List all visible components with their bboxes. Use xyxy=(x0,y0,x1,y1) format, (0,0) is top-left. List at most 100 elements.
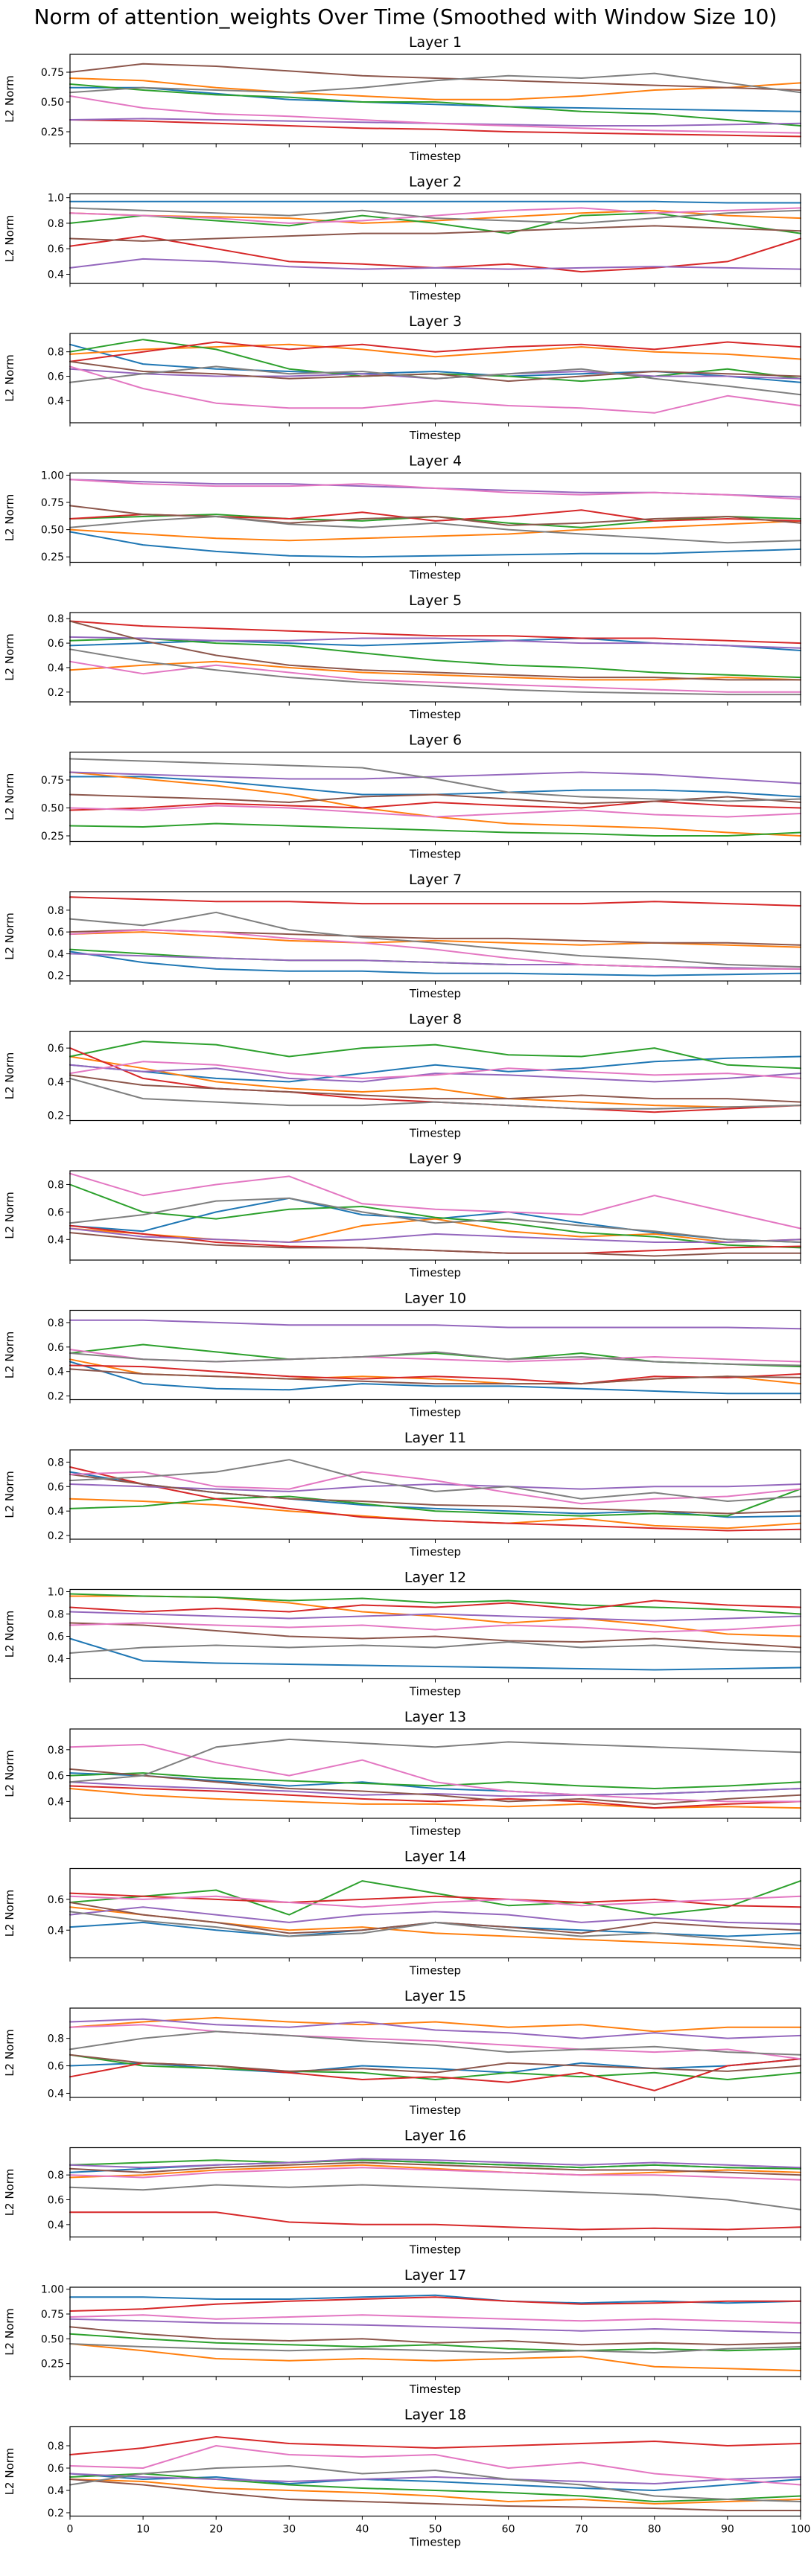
series-line-2 xyxy=(69,2164,801,2179)
series-line-5 xyxy=(69,2318,801,2334)
x-tick-label: 100 xyxy=(791,2524,811,2536)
subplot-layer-13: Layer 13 0.4 0.6 0.8 Timestep L2 Norm xyxy=(3,1709,801,1838)
y-tick-label: 0.4 xyxy=(48,2219,64,2231)
series-line-6 xyxy=(69,1473,801,1515)
y-tick-label: 0.8 xyxy=(48,2170,64,2182)
series-line-7 xyxy=(69,365,801,414)
x-tick-label: 40 xyxy=(355,2524,369,2536)
y-tick-label: 0.8 xyxy=(48,2441,64,2452)
y-axis-label: L2 Norm xyxy=(3,773,16,821)
y-axis-label: L2 Norm xyxy=(3,2448,16,2496)
y-tick-label: 0.8 xyxy=(48,347,64,359)
subplot-title: Layer 9 xyxy=(409,1151,462,1167)
subplot-title: Layer 5 xyxy=(409,592,462,609)
series-line-3 xyxy=(69,83,801,127)
subplot-title: Layer 2 xyxy=(409,174,462,191)
series-line-5 xyxy=(69,2018,801,2039)
x-axis-label: Timestep xyxy=(409,1964,461,1978)
x-tick-label: 70 xyxy=(575,2524,588,2536)
series-line-4 xyxy=(69,620,801,645)
series-line-4 xyxy=(69,2436,801,2455)
y-tick-label: 1.00 xyxy=(41,2284,64,2296)
subplot-title: Layer 13 xyxy=(404,1709,466,1725)
subplot-layer-16: Layer 16 0.4 0.6 0.8 Timestep L2 Norm xyxy=(3,2128,801,2257)
series-line-6 xyxy=(69,1622,801,1649)
y-axis-label: L2 Norm xyxy=(3,215,16,263)
series-line-1 xyxy=(69,1637,801,1671)
series-line-4 xyxy=(69,800,801,811)
x-tick-label: 50 xyxy=(429,2524,442,2536)
y-tick-label: 0.6 xyxy=(48,1481,64,1493)
series-line-2 xyxy=(69,2478,801,2505)
series-line-4 xyxy=(69,1224,801,1254)
y-tick-label: 0.8 xyxy=(48,1317,64,1329)
y-tick-label: 0.6 xyxy=(48,1043,64,1055)
series-line-7 xyxy=(69,1471,801,1505)
series-line-7 xyxy=(69,929,801,970)
subplot-layer-8: Layer 8 0.2 0.4 0.6 Timestep L2 Norm xyxy=(3,1011,801,1140)
series-line-5 xyxy=(69,1319,801,1330)
y-tick-label: 0.6 xyxy=(48,1631,64,1643)
x-axis-label: Timestep xyxy=(409,987,461,1000)
y-tick-label: 0.6 xyxy=(48,1771,64,1783)
y-axis-label: L2 Norm xyxy=(3,1052,16,1100)
series-line-5 xyxy=(69,636,801,649)
x-axis-label: Timestep xyxy=(409,1685,461,1698)
plot-frame xyxy=(69,751,801,843)
subplot-layer-11: Layer 11 0.2 0.4 0.6 0.8 Timestep L2 Norm xyxy=(3,1430,801,1559)
series-line-3 xyxy=(69,822,801,837)
y-tick-label: 1.00 xyxy=(41,470,64,482)
series-line-2 xyxy=(69,1218,801,1243)
subplot-title: Layer 10 xyxy=(404,1291,466,1307)
series-line-8 xyxy=(69,1641,801,1654)
series-line-4 xyxy=(69,1785,801,1809)
series-line-7 xyxy=(69,479,801,500)
subplot-layer-17: Layer 17 0.25 0.50 0.75 1.00 Timestep L2 Norm xyxy=(3,2267,801,2396)
y-tick-label: 0.6 xyxy=(48,2463,64,2475)
series-line-4 xyxy=(69,235,801,273)
series-line-1 xyxy=(69,2058,801,2074)
series-line-4 xyxy=(69,2211,801,2231)
plot-frame xyxy=(69,2286,801,2377)
x-axis-label: Timestep xyxy=(409,2103,461,2117)
series-line-5 xyxy=(69,1906,801,1925)
y-tick-label: 0.50 xyxy=(41,525,64,537)
subplot-layer-18: Layer 18 0.2 0.4 0.6 0.8 0 10 20 30 40 50 60 70 80 90 1… xyxy=(3,2407,810,2549)
y-tick-label: 0.8 xyxy=(48,1609,64,1621)
y-axis-label: L2 Norm xyxy=(3,1890,16,1937)
series-line-2 xyxy=(69,1055,801,1108)
series-line-3 xyxy=(69,2054,801,2080)
x-axis-label: Timestep xyxy=(409,290,461,303)
series-line-5 xyxy=(69,2473,801,2484)
series-line-2 xyxy=(69,2016,801,2033)
y-axis-label: L2 Norm xyxy=(3,2029,16,2077)
y-tick-label: 0.4 xyxy=(48,1925,64,1937)
series-line-4 xyxy=(69,2296,801,2312)
y-axis-label: L2 Norm xyxy=(3,1192,16,1239)
x-tick-label: 80 xyxy=(648,2524,661,2536)
y-tick-label: 0.6 xyxy=(48,371,64,383)
series-line-7 xyxy=(69,2167,801,2181)
series-line-7 xyxy=(69,95,801,134)
subplot-layer-3: Layer 3 0.4 0.6 0.8 Timestep L2 Norm xyxy=(3,313,801,442)
series-line-2 xyxy=(69,77,801,100)
series-line-5 xyxy=(69,258,801,270)
series-line-1 xyxy=(69,1361,801,1395)
x-tick-label: 0 xyxy=(67,2524,74,2536)
y-axis-label: L2 Norm xyxy=(3,354,16,402)
subplot-layer-15: Layer 15 0.4 0.6 0.8 Timestep L2 Norm xyxy=(3,1988,801,2117)
y-axis-label: L2 Norm xyxy=(3,2169,16,2217)
subplot-title: Layer 7 xyxy=(409,872,462,888)
x-tick-label: 10 xyxy=(136,2524,150,2536)
series-line-1 xyxy=(69,86,801,112)
series-line-7 xyxy=(69,1061,801,1079)
y-axis-label: L2 Norm xyxy=(3,494,16,542)
subplot-layer-7: Layer 7 0.2 0.4 0.6 0.8 Timestep L2 Norm xyxy=(3,872,801,1000)
y-tick-label: 0.8 xyxy=(48,613,64,625)
series-line-3 xyxy=(69,2473,801,2502)
series-line-6 xyxy=(69,2326,801,2346)
y-tick-label: 0.6 xyxy=(48,927,64,939)
series-line-8 xyxy=(69,365,801,396)
subplot-layer-5: Layer 5 0.2 0.4 0.6 0.8 Timestep L2 Norm xyxy=(3,592,801,721)
